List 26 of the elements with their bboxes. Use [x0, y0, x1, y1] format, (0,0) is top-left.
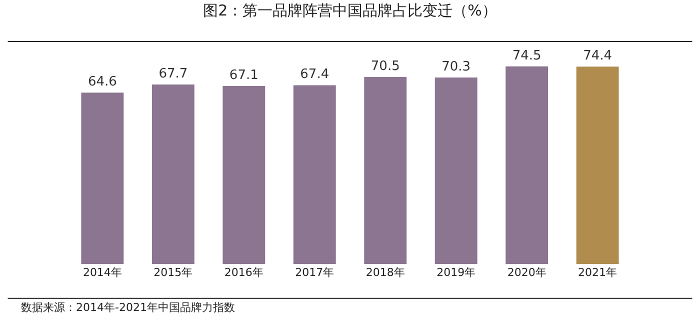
- source-note: 数据来源：2014年-2021年中国品牌力指数: [21, 301, 235, 314]
- x-tick-label: 2014年: [82, 266, 122, 279]
- chart-title: 图2：第一品牌阵营中国品牌占比变迁（%）: [203, 1, 497, 20]
- x-tick-label: 2017年: [295, 266, 334, 279]
- x-tick-label: 2020年: [507, 266, 546, 279]
- bar: [222, 86, 266, 264]
- x-tick-label: 2016年: [224, 266, 264, 279]
- bar: [506, 66, 548, 264]
- x-tick-label: 2021年: [578, 266, 618, 279]
- data-label: 74.5: [512, 48, 542, 64]
- bar: [434, 78, 478, 264]
- x-tick-label: 2019年: [436, 266, 476, 279]
- data-label: 67.7: [158, 66, 188, 82]
- bar: [293, 85, 336, 264]
- data-label: 70.3: [442, 60, 471, 75]
- x-tick-label: 2015年: [154, 266, 193, 279]
- data-label: 64.6: [88, 74, 117, 90]
- x-tick-label: 2018年: [366, 266, 405, 279]
- bar: [576, 66, 619, 264]
- bar: [81, 92, 124, 264]
- data-label: 70.5: [370, 59, 400, 74]
- data-label: 67.1: [229, 68, 258, 84]
- bar: [364, 77, 407, 264]
- data-label: 74.4: [583, 48, 612, 64]
- bar: [152, 84, 194, 264]
- data-label: 67.4: [300, 67, 330, 82]
